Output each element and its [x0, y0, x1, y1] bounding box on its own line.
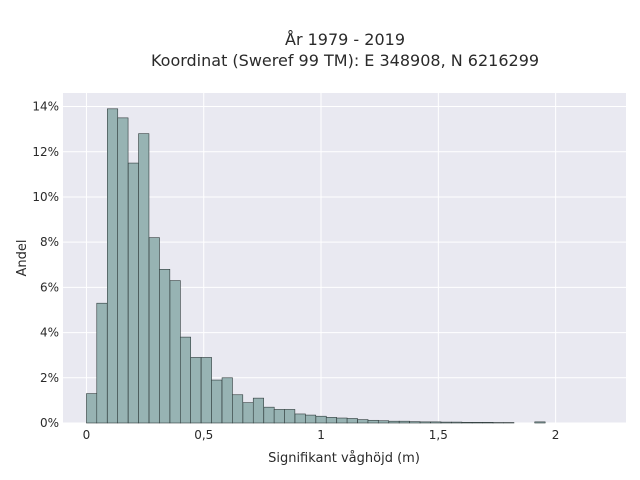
histogram-bar	[159, 269, 171, 424]
histogram-bar	[534, 421, 546, 424]
histogram-bar	[346, 418, 358, 424]
histogram-bars	[86, 108, 546, 424]
histogram-bar	[107, 108, 119, 424]
y-tick-label: 4%	[40, 326, 59, 340]
y-tick-label: 10%	[32, 190, 59, 204]
x-tick-label: 2	[552, 428, 560, 442]
histogram-bar	[86, 393, 98, 424]
histogram-bar	[148, 237, 160, 424]
histogram-bar	[200, 357, 212, 424]
x-axis-label: Signifikant våghöjd (m)	[268, 451, 420, 466]
chart-title-line-1: År 1979 - 2019	[285, 30, 405, 49]
histogram-bar	[398, 420, 410, 424]
histogram-bar	[325, 417, 337, 424]
histogram-bar	[367, 419, 379, 424]
histogram-bar	[117, 117, 129, 424]
histogram-bar	[451, 421, 463, 424]
y-axis-ticks: 0% 2% 4% 6% 8% 10% 12% 14%	[32, 100, 59, 430]
y-tick-label: 6%	[40, 280, 59, 294]
histogram-bar	[211, 379, 223, 424]
histogram-bar	[461, 422, 473, 424]
histogram-bar	[263, 406, 275, 424]
histogram-bar	[471, 422, 483, 424]
x-axis-ticks: 0 0,5 1 1,5 2	[83, 428, 560, 442]
histogram-bar	[430, 421, 442, 424]
histogram-bar	[336, 417, 348, 424]
histogram-bar	[357, 419, 369, 424]
x-tick-label: 0,5	[194, 428, 213, 442]
x-tick-label: 1,5	[429, 428, 448, 442]
histogram-bar	[252, 397, 264, 424]
y-axis-label: Andel	[15, 240, 30, 277]
x-tick-label: 0	[83, 428, 91, 442]
histogram-bar	[440, 421, 452, 424]
histogram-bar	[409, 421, 421, 424]
histogram-bar	[482, 422, 494, 424]
histogram-bar	[305, 414, 317, 424]
histogram-bar	[127, 162, 139, 424]
histogram-bar	[419, 421, 431, 424]
histogram-bar	[284, 409, 296, 424]
histogram-bar	[294, 413, 306, 424]
histogram-bar	[377, 420, 389, 424]
histogram-bar	[315, 415, 327, 424]
y-tick-label: 8%	[40, 235, 59, 249]
histogram-bar	[190, 357, 202, 424]
histogram-bar	[138, 133, 150, 424]
histogram-bar	[232, 394, 244, 424]
y-tick-label: 14%	[32, 100, 59, 114]
chart-title-line-2: Koordinat (Sweref 99 TM): E 348908, N 62…	[151, 51, 539, 70]
histogram-bar	[273, 409, 285, 424]
y-tick-label: 2%	[40, 371, 59, 385]
x-tick-label: 1	[317, 428, 325, 442]
histogram-bar	[388, 420, 400, 424]
y-tick-label: 0%	[40, 416, 59, 430]
y-tick-label: 12%	[32, 145, 59, 159]
histogram-bar	[96, 302, 108, 424]
histogram-bar	[242, 402, 254, 424]
histogram-bar	[221, 377, 233, 424]
histogram-bar	[169, 280, 181, 424]
histogram-bar	[179, 336, 192, 424]
